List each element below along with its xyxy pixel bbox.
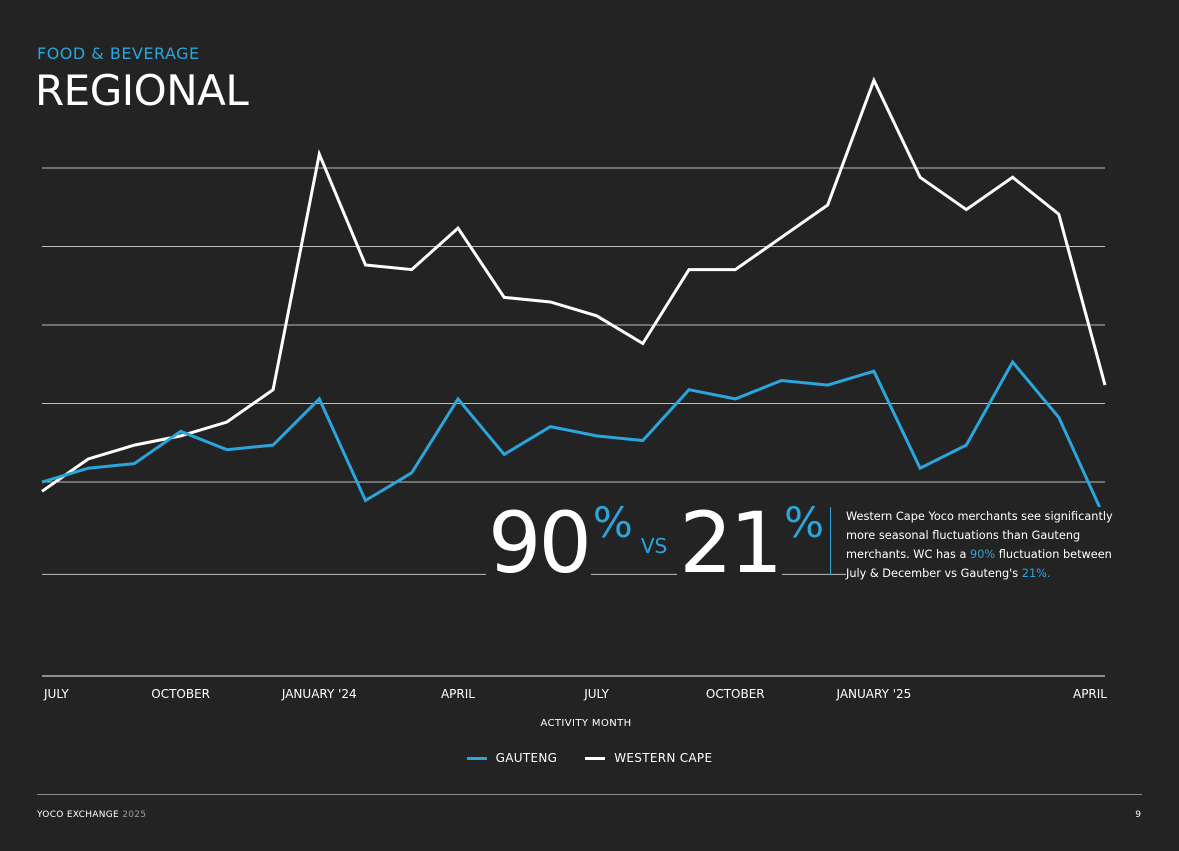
- x-tick-label: APRIL: [441, 687, 475, 701]
- legend-item-western-cape: WESTERN CAPE: [585, 751, 712, 765]
- legend-swatch-gauteng: [466, 756, 487, 760]
- stat-highlight-gauteng: 21%.: [1021, 567, 1051, 580]
- footer-year: 2025: [122, 810, 147, 820]
- stat-percent-symbol-b: %: [784, 498, 825, 548]
- x-axis-label: ACTIVITY MONTH: [540, 718, 632, 729]
- x-tick-label: JULY: [583, 687, 609, 701]
- legend-label-western-cape: WESTERN CAPE: [614, 751, 713, 765]
- x-tick-label: APRIL: [1073, 687, 1107, 701]
- legend: GAUTENG WESTERN CAPE: [0, 751, 1179, 765]
- stat-description: Western Cape Yoco merchants see signific…: [846, 507, 1116, 583]
- stat-vs: VS: [640, 534, 668, 558]
- footer-brand: YOCO EXCHANGE 2025: [37, 810, 147, 820]
- series-line-western-cape: [41, 76, 1107, 493]
- legend-label-gauteng: GAUTENG: [495, 751, 558, 765]
- series-line-gauteng: [41, 359, 1107, 520]
- stat-value-gauteng: 21: [677, 494, 783, 592]
- chart-title: REGIONAL: [35, 66, 249, 115]
- x-tick-label: OCTOBER: [706, 687, 765, 701]
- stat-divider: [830, 507, 831, 575]
- legend-swatch-western-cape: [585, 756, 606, 760]
- x-tick-label: JULY: [43, 687, 69, 701]
- page-number: 9: [1135, 810, 1141, 820]
- stat-highlight-wc: 90%: [970, 548, 996, 561]
- comparison-stat: 90 % VS 21 %: [486, 494, 825, 592]
- x-tick-label: JANUARY '24: [281, 687, 357, 701]
- stat-percent-symbol-a: %: [592, 498, 633, 548]
- chart-subtitle: FOOD & BEVERAGE: [37, 44, 200, 63]
- x-tick-label: OCTOBER: [151, 687, 210, 701]
- legend-item-gauteng: GAUTENG: [466, 751, 558, 765]
- x-tick-label: JANUARY '25: [836, 687, 912, 701]
- stat-value-western-cape: 90: [486, 494, 592, 592]
- footer-divider: [37, 794, 1142, 795]
